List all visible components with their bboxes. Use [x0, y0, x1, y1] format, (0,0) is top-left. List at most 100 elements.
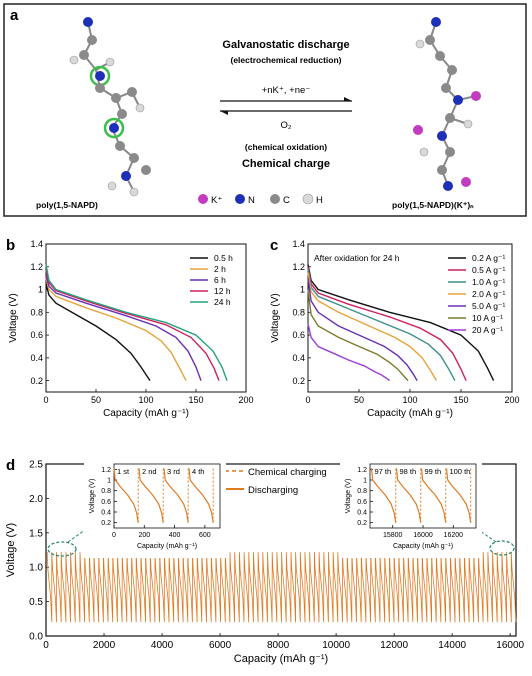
legend-label: 2.0 A g⁻¹: [472, 289, 505, 299]
x-axis-label: Capacity (mAh g⁻¹): [137, 543, 197, 550]
inset-discharge-curve: [420, 468, 447, 523]
series-line: [307, 264, 495, 381]
legend-n-icon: [235, 194, 245, 204]
inset-left: 0 200 400 600 0.2 0.4 0.6 0.8 1 1.2 Capacity (mAh …: [84, 460, 226, 558]
series-line: [45, 278, 187, 381]
chart-c: 0 50 100 150 200 0.2 0.4 0.6 0.8 1 1.2 1.4 Capacity …: [270, 239, 520, 419]
forward-arrow-head: [344, 97, 352, 101]
legend-h-icon: [302, 193, 314, 205]
x-tick-label: 50: [354, 395, 364, 405]
legend-label: Chemical charging: [248, 467, 327, 478]
panel-b-label: b: [6, 237, 15, 254]
y-tick-label: 0.2: [101, 520, 111, 527]
y-tick-label: 0.4: [292, 353, 305, 363]
chart-b: 0 50 100 150 200 0.2 0.4 0.6 0.8 1 1.2 1.4 Capacity …: [8, 239, 254, 419]
inset-discharge-curve: [188, 468, 214, 523]
inset-discharge-curve: [138, 468, 164, 523]
plot-frame: [113, 463, 221, 529]
legend-n-label: N: [248, 195, 255, 206]
legend-k-label: K⁺: [211, 195, 222, 206]
inset-cycle-label: 98 th: [400, 467, 417, 476]
y-tick-label: 0.2: [357, 520, 367, 527]
x-tick-label: 150: [188, 395, 203, 405]
legend-label: 2 h: [214, 264, 226, 274]
y-axis-label: Voltage (V): [5, 523, 17, 577]
left-molecule-atoms: [69, 17, 151, 197]
x-tick-label: 200: [504, 395, 519, 405]
x-tick-label: 2000: [93, 640, 116, 651]
x-tick-label: 0: [305, 395, 310, 405]
panel-a-label: a: [10, 7, 19, 24]
y-tick-label: 1: [363, 477, 367, 484]
y-tick-label: 0.8: [30, 307, 43, 317]
legend-label: 20 A g⁻¹: [472, 325, 503, 335]
y-tick-label: 0.0: [29, 632, 43, 643]
x-tick-label: 8000: [267, 640, 290, 651]
series-line: [307, 289, 409, 382]
legend-label: 0.2 A g⁻¹: [472, 253, 505, 263]
y-tick-label: 1.2: [292, 262, 305, 272]
inset-cycle-label: 3 rd: [167, 467, 180, 476]
y-tick-label: 0.8: [292, 307, 305, 317]
y-tick-label: 0.2: [30, 376, 43, 386]
x-tick-label: 150: [453, 395, 468, 405]
series-line: [45, 283, 151, 381]
x-tick-label: 100: [402, 395, 417, 405]
discharge-title: Galvanostatic discharge: [222, 39, 349, 51]
legend-label: 0.5 h: [214, 253, 233, 263]
x-tick-label: 16000: [496, 640, 524, 651]
inset-cycle-label: 99 th: [424, 467, 441, 476]
x-tick-label: 4000: [151, 640, 174, 651]
series-line: [307, 266, 467, 381]
plot-frame: [45, 463, 517, 637]
legend-label: 6 h: [214, 275, 226, 285]
left-molecule-label: poly(1,5-NAPD): [36, 200, 98, 210]
x-tick-label: 0: [43, 640, 49, 651]
legend-label: 0.5 A g⁻¹: [472, 265, 505, 275]
inset-right-callout: [489, 540, 515, 556]
charge-subtitle: (chemical oxidation): [245, 142, 327, 152]
x-tick-label: 100: [138, 395, 153, 405]
x-tick-label: 600: [199, 532, 211, 539]
y-axis-label: Voltage (V): [345, 479, 352, 514]
x-tick-label: 14000: [438, 640, 466, 651]
x-tick-label: 0: [112, 532, 116, 539]
y-tick-label: 0.5: [29, 597, 43, 608]
atom-legend: K⁺ N C H: [198, 193, 323, 206]
series-line: [45, 275, 202, 381]
inset-left-callout: [47, 541, 77, 557]
right-molecule-label: poly(1,5-NAPD)(K⁺)ₙ: [392, 200, 474, 210]
y-tick-label: 2.0: [29, 494, 43, 505]
x-tick-label: 12000: [380, 640, 408, 651]
y-axis-label: Voltage (V): [8, 293, 19, 342]
inset-discharge-curve: [445, 468, 472, 523]
legend-label: 5.0 A g⁻¹: [472, 301, 505, 311]
legend-c-label: C: [283, 195, 290, 206]
reaction-bottom-label: O₂: [280, 120, 291, 131]
series-line: [307, 278, 418, 381]
legend-label: 10 A g⁻¹: [472, 313, 503, 323]
inset-discharge-curve: [370, 468, 397, 523]
chart-d: 0 2000 4000 6000 8000 10000 12000 14000 160000.0…: [5, 460, 525, 666]
x-axis-label: Capacity (mAh g⁻¹): [367, 408, 453, 419]
inset-cycle-label: 4 th: [192, 467, 205, 476]
reverse-arrow-head: [220, 111, 228, 115]
series-line: [45, 270, 220, 381]
inset-right: 15800 16000 16200 0.2 0.4 0.6 0.8 1 1.2 Capacity …: [340, 460, 482, 558]
y-tick-label: 1: [107, 477, 111, 484]
inset-discharge-curve: [395, 468, 422, 523]
y-tick-label: 0.6: [101, 499, 111, 506]
x-tick-label: 6000: [209, 640, 232, 651]
y-tick-label: 0.6: [292, 330, 305, 340]
x-tick-label: 400: [169, 532, 181, 539]
charge-title: Chemical charge: [242, 158, 330, 170]
inset-background: [84, 460, 226, 558]
series-line: [307, 323, 391, 382]
inset-cycle-label: 1 st: [117, 467, 130, 476]
legend-label: 12 h: [214, 286, 231, 296]
reaction-top-label: +nK⁺, +ne⁻: [262, 85, 311, 96]
panel-d-label: d: [6, 457, 15, 474]
x-tick-label: 16200: [444, 532, 464, 539]
inset-cycle-label: 97 th: [375, 467, 392, 476]
y-tick-label: 0.2: [292, 376, 305, 386]
